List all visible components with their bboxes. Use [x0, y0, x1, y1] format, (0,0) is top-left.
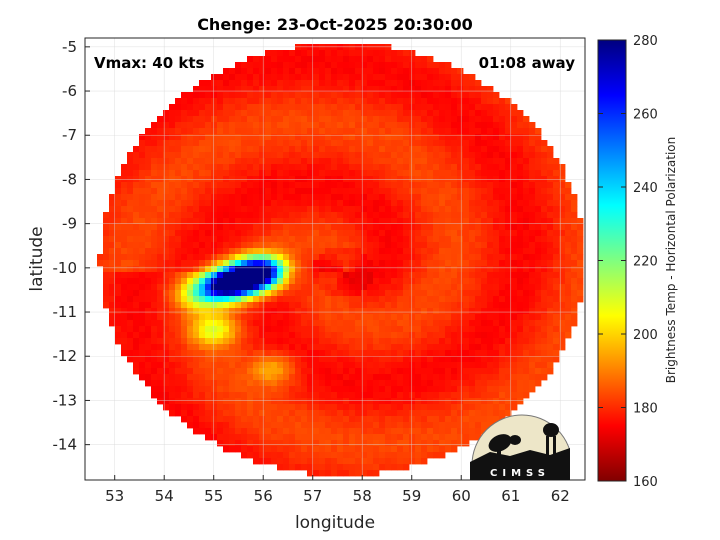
y-tick-label: -9: [62, 215, 77, 233]
colorbar-tick-label: 180: [633, 402, 658, 417]
x-tick-label: 58: [353, 487, 372, 505]
x-tick-label: 60: [452, 487, 471, 505]
plot-frame: [84, 37, 586, 481]
colorbar-tick-label: 280: [633, 34, 658, 49]
x-tick-label: 55: [204, 487, 223, 505]
y-tick-label: -5: [62, 38, 77, 56]
x-axis-ticks: 53 54 55 56 57 58 59 60 61 62: [105, 475, 570, 505]
y-axis-ticks: -5 -6 -7 -8 -9 -10 -11 -12 -13 -14: [53, 38, 90, 454]
x-axis-label: longitude: [295, 513, 375, 533]
y-tick-label: -13: [53, 391, 78, 409]
cimss-logo: CIMSS: [470, 414, 570, 480]
colorbar-tick-label: 220: [633, 255, 658, 270]
x-tick-label: 59: [402, 487, 421, 505]
svg-text:CIMSS: CIMSS: [490, 468, 550, 479]
y-tick-label: -8: [62, 170, 77, 188]
colorbar-tick-label: 260: [633, 108, 658, 123]
y-tick-label: -11: [53, 303, 78, 321]
x-tick-label: 53: [105, 487, 124, 505]
x-tick-label: 54: [155, 487, 174, 505]
y-tick-label: -6: [62, 82, 77, 100]
colorbar-label: Brightness Temp - Horizontal Polarizatio…: [664, 137, 678, 384]
y-tick-label: -12: [53, 347, 78, 365]
y-axis-label: latitude: [27, 226, 47, 291]
y-tick-label: -14: [53, 436, 78, 454]
colorbar-ticks: 280 260 240 220 200 180 160: [598, 34, 658, 490]
grid: [85, 38, 585, 480]
time-away-annotation: 01:08 away: [479, 54, 576, 72]
x-tick-label: 62: [551, 487, 570, 505]
brightness-temp-swath: [97, 44, 584, 477]
vmax-annotation: Vmax: 40 kts: [94, 54, 204, 72]
colorbar-tick-label: 240: [633, 181, 658, 196]
x-tick-label: 57: [303, 487, 322, 505]
y-tick-label: -10: [53, 259, 78, 277]
x-tick-label: 56: [254, 487, 273, 505]
colorbar-tick-label: 200: [633, 328, 658, 343]
x-tick-label: 61: [501, 487, 520, 505]
y-tick-label: -7: [62, 126, 77, 144]
chart-title: Chenge: 23-Oct-2025 20:30:00: [197, 15, 473, 34]
colorbar-tick-label: 160: [633, 475, 658, 490]
